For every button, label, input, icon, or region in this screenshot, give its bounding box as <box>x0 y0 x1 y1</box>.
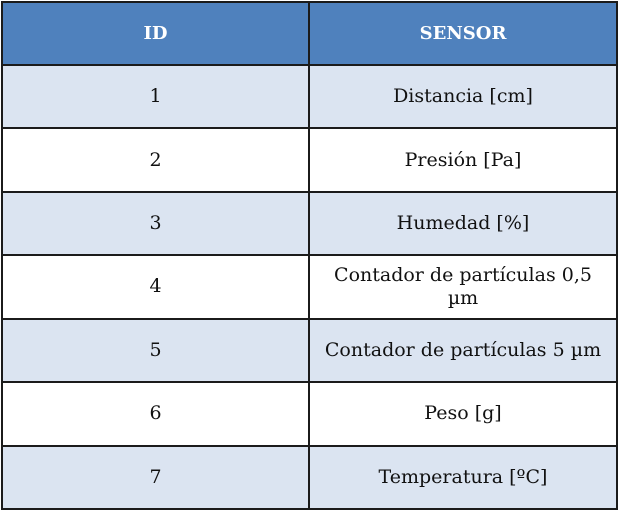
row-sensor: Temperatura [ºC] <box>308 444 618 511</box>
table-row: 1 Distancia [cm] <box>1 63 618 130</box>
row-sensor: Distancia [cm] <box>308 63 618 130</box>
header-id: ID <box>1 1 310 66</box>
table-row: 2 Presión [Pa] <box>1 127 618 193</box>
row-sensor: Presión [Pa] <box>308 127 618 193</box>
header-sensor: SENSOR <box>308 1 618 66</box>
table-row: 3 Humedad [%] <box>1 190 618 257</box>
row-id: 7 <box>1 444 310 511</box>
table-row: 6 Peso [g] <box>1 381 618 447</box>
table-row: 5 Contador de partículas 5 µm <box>1 317 618 384</box>
row-sensor: Contador de partículas 0,5 µm <box>308 254 618 320</box>
row-id: 3 <box>1 190 310 257</box>
row-id: 6 <box>1 381 310 447</box>
row-id: 4 <box>1 254 310 320</box>
table-header-row: ID SENSOR <box>1 1 618 66</box>
row-id: 5 <box>1 317 310 384</box>
table-row: 4 Contador de partículas 0,5 µm <box>1 254 618 320</box>
row-sensor: Peso [g] <box>308 381 618 447</box>
row-sensor: Humedad [%] <box>308 190 618 257</box>
table-row: 7 Temperatura [ºC] <box>1 444 618 511</box>
row-id: 1 <box>1 63 310 130</box>
row-sensor: Contador de partículas 5 µm <box>308 317 618 384</box>
row-id: 2 <box>1 127 310 193</box>
